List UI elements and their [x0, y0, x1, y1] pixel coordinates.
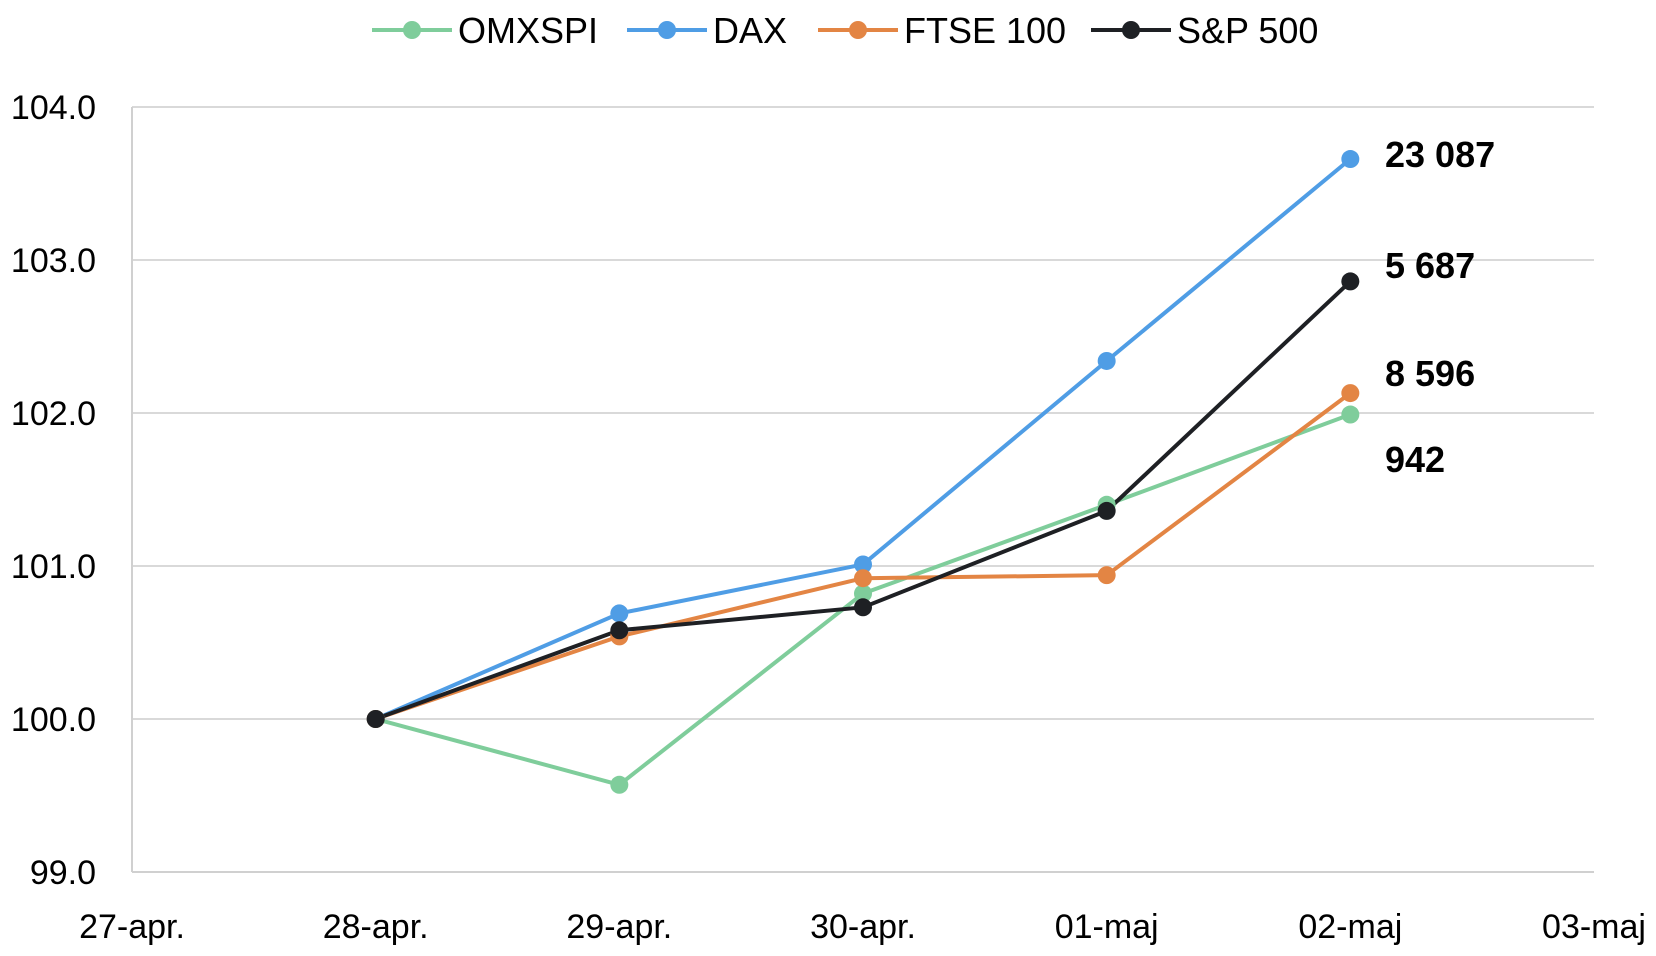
legend-label: DAX — [713, 10, 787, 51]
data-point — [1341, 405, 1360, 424]
y-axis: 99.0 100.0 101.0 102.0 103.0 104.0 — [11, 89, 133, 892]
x-tick-label: 01-maj — [1055, 908, 1159, 946]
legend-swatch-marker — [849, 21, 867, 39]
legend: OMXSPI DAX FTSE 100 S&P 500 — [372, 10, 1318, 51]
data-point — [1341, 384, 1360, 403]
end-value-label: 5 687 — [1385, 245, 1475, 286]
legend-swatch-marker — [403, 21, 421, 39]
data-point — [1341, 272, 1360, 291]
y-tick-label: 99.0 — [30, 854, 96, 892]
data-point — [854, 555, 872, 574]
legend-swatch-marker — [1122, 21, 1140, 39]
data-point — [1097, 351, 1116, 370]
series-dax — [374, 157, 1352, 721]
legend-item: OMXSPI — [372, 10, 598, 51]
x-axis: 27-apr. 28-apr. 29-apr. 30-apr. 01-maj 02-maj… — [79, 871, 1646, 946]
y-tick-label: 104.0 — [11, 89, 96, 127]
data-point — [366, 710, 385, 728]
legend-label: FTSE 100 — [904, 10, 1066, 51]
y-tick-label: 100.0 — [11, 701, 96, 739]
data-point — [854, 598, 872, 617]
legend-item: DAX — [627, 10, 787, 51]
data-point — [610, 775, 629, 794]
data-point — [610, 621, 629, 640]
legend-label: S&P 500 — [1177, 10, 1318, 51]
y-tick-label: 102.0 — [11, 395, 96, 433]
end-value-label: 8 596 — [1385, 353, 1475, 394]
data-point — [610, 604, 629, 623]
gridlines — [132, 106, 1594, 720]
x-tick-label: 28-apr. — [323, 908, 429, 946]
data-point — [1341, 150, 1360, 169]
data-point — [854, 569, 872, 588]
end-value-label: 23 087 — [1385, 134, 1495, 175]
legend-item: S&P 500 — [1091, 10, 1318, 51]
end-labels: 942 23 087 8 596 5 687 — [1385, 134, 1495, 480]
series-line — [374, 157, 1352, 721]
data-point — [1097, 566, 1116, 585]
legend-swatch-marker — [658, 21, 676, 39]
end-value-label: 942 — [1385, 439, 1445, 480]
legend-label: OMXSPI — [458, 10, 598, 51]
x-tick-label: 02-maj — [1298, 908, 1402, 946]
series-points — [366, 150, 1360, 794]
y-tick-label: 101.0 — [11, 548, 96, 586]
x-tick-label: 27-apr. — [79, 908, 185, 946]
x-tick-label: 30-apr. — [810, 908, 916, 946]
y-tick-label: 103.0 — [11, 242, 96, 280]
x-tick-label: 29-apr. — [566, 908, 672, 946]
data-point — [1097, 501, 1116, 520]
series-lines — [374, 157, 1352, 787]
x-tick-label: 03-maj — [1542, 908, 1646, 946]
data-point — [854, 584, 872, 603]
legend-item: FTSE 100 — [818, 10, 1066, 51]
